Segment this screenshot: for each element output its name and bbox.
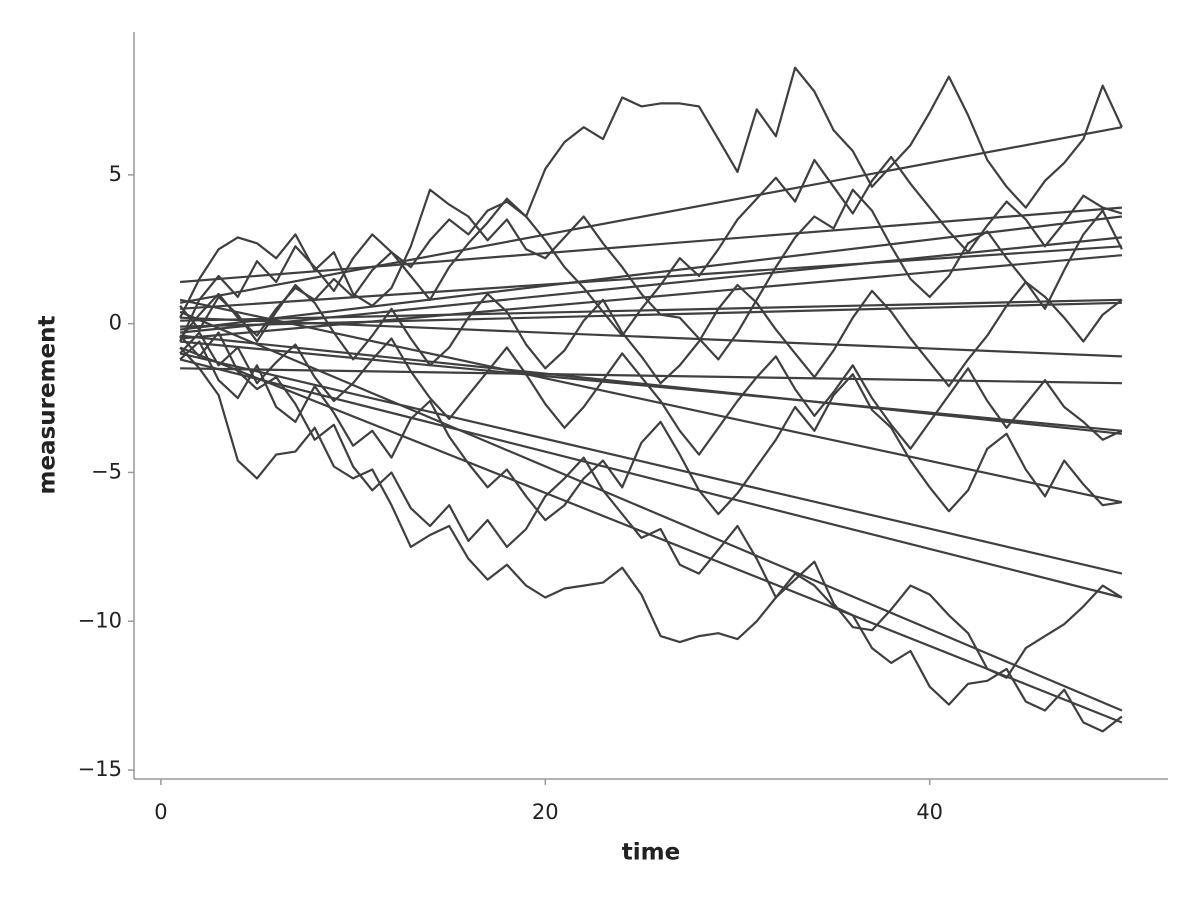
series-line (180, 245, 1122, 310)
series-line (180, 206, 1122, 284)
series-line (179, 126, 1123, 304)
y-tick-label: 5 (109, 162, 122, 186)
series-line (180, 301, 1122, 328)
x-axis-title: time (622, 840, 680, 866)
y-tick-label: 0 (109, 311, 122, 335)
series-line (179, 346, 1123, 733)
series-line (179, 340, 1123, 522)
series-line (179, 66, 1123, 340)
series-line (179, 298, 1123, 504)
y-axis-title: measurement (35, 315, 61, 494)
series-line (179, 215, 1123, 331)
x-tick-label: 0 (154, 800, 167, 824)
y-tick-label: −5 (91, 459, 122, 483)
series-line (180, 367, 1122, 385)
x-tick-label: 40 (916, 800, 943, 824)
y-tick-label: −10 (78, 608, 122, 632)
series-line (179, 280, 1123, 388)
series-line (180, 298, 1122, 322)
series-line (179, 331, 1123, 679)
series-line (180, 316, 1122, 358)
series-line (179, 334, 1123, 435)
series-line (179, 310, 1123, 712)
series-line (180, 254, 1122, 340)
series-line (179, 352, 1123, 575)
y-tick-label: −15 (78, 757, 122, 781)
series-line (179, 346, 1123, 724)
x-tick-label: 20 (532, 800, 559, 824)
series-line (179, 340, 1123, 432)
series-line (179, 358, 1123, 599)
